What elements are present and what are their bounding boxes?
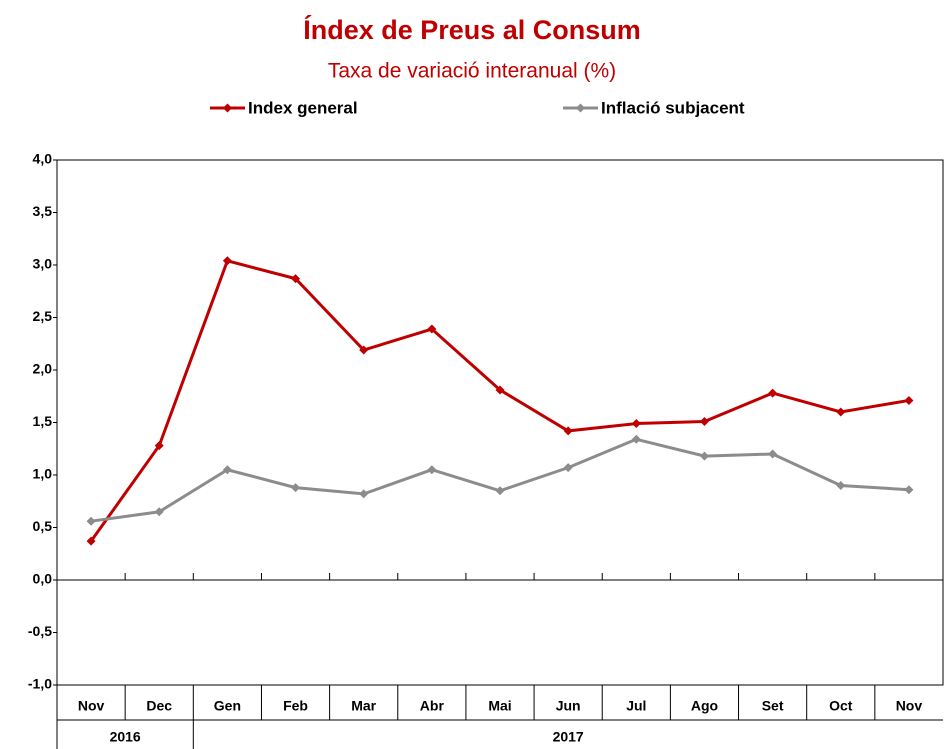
point-marker <box>222 465 232 475</box>
x-tick-label: Set <box>762 698 784 714</box>
point-marker <box>427 324 437 334</box>
point-marker <box>495 486 505 496</box>
y-tick-label: -0,5 <box>28 623 52 639</box>
series-line <box>90 437 910 523</box>
x-tick-label: Jul <box>626 698 646 714</box>
point-marker <box>359 489 369 499</box>
x-tick-label: Mar <box>351 698 376 714</box>
point-marker <box>631 419 641 429</box>
y-tick-label: 1,0 <box>33 466 53 482</box>
x-tick-label: Mai <box>488 698 511 714</box>
x-tick-label: Ago <box>691 698 718 714</box>
legend-label: Inflació subjacent <box>601 98 745 117</box>
x-tick-label: Nov <box>78 698 105 714</box>
x-tick-label: Gen <box>214 698 241 714</box>
x-tick-label: Oct <box>829 698 853 714</box>
point-marker <box>86 536 96 546</box>
y-tick-label: 0,0 <box>33 571 53 587</box>
point-marker <box>836 407 846 417</box>
point-marker <box>631 434 641 444</box>
point-marker <box>495 385 505 395</box>
y-tick-label: 3,5 <box>33 203 53 219</box>
x-tick-label: Abr <box>420 698 445 714</box>
plot-area <box>56 159 944 686</box>
point-marker <box>699 416 709 426</box>
point-marker <box>904 485 914 495</box>
legend-marker <box>223 103 232 113</box>
point-marker <box>563 426 573 436</box>
y-tick-label: -1,0 <box>28 676 52 692</box>
y-tick-label: 1,5 <box>33 413 53 429</box>
year-label: 2016 <box>110 729 141 745</box>
point-marker <box>699 451 709 461</box>
x-tick-label: Jun <box>556 698 581 714</box>
chart-title: Índex de Preus al Consum <box>303 14 641 45</box>
year-label: 2017 <box>553 729 584 745</box>
legend-label: Index general <box>248 98 358 117</box>
y-tick-label: 0,5 <box>33 518 53 534</box>
y-tick-label: 2,5 <box>33 308 53 324</box>
series-line <box>89 259 910 543</box>
y-tick-label: 3,0 <box>33 256 53 272</box>
point-marker <box>768 449 778 459</box>
point-marker <box>563 463 573 473</box>
point-marker <box>86 516 96 526</box>
point-marker <box>427 465 437 475</box>
point-marker <box>768 388 778 398</box>
point-marker <box>359 345 369 355</box>
legend-marker <box>576 103 585 113</box>
point-marker <box>904 395 914 405</box>
y-tick-label: 2,0 <box>33 361 53 377</box>
x-tick-label: Nov <box>896 698 923 714</box>
x-tick-label: Dec <box>146 698 172 714</box>
y-tick-label: 4,0 <box>33 151 53 167</box>
point-marker <box>291 274 301 284</box>
x-tick-label: Feb <box>283 698 308 714</box>
point-marker <box>154 507 164 517</box>
chart-subtitle: Taxa de variació interanual (%) <box>328 60 616 83</box>
point-marker <box>836 481 846 490</box>
point-marker <box>291 483 301 493</box>
point-marker <box>222 256 232 266</box>
point-marker <box>154 441 164 451</box>
